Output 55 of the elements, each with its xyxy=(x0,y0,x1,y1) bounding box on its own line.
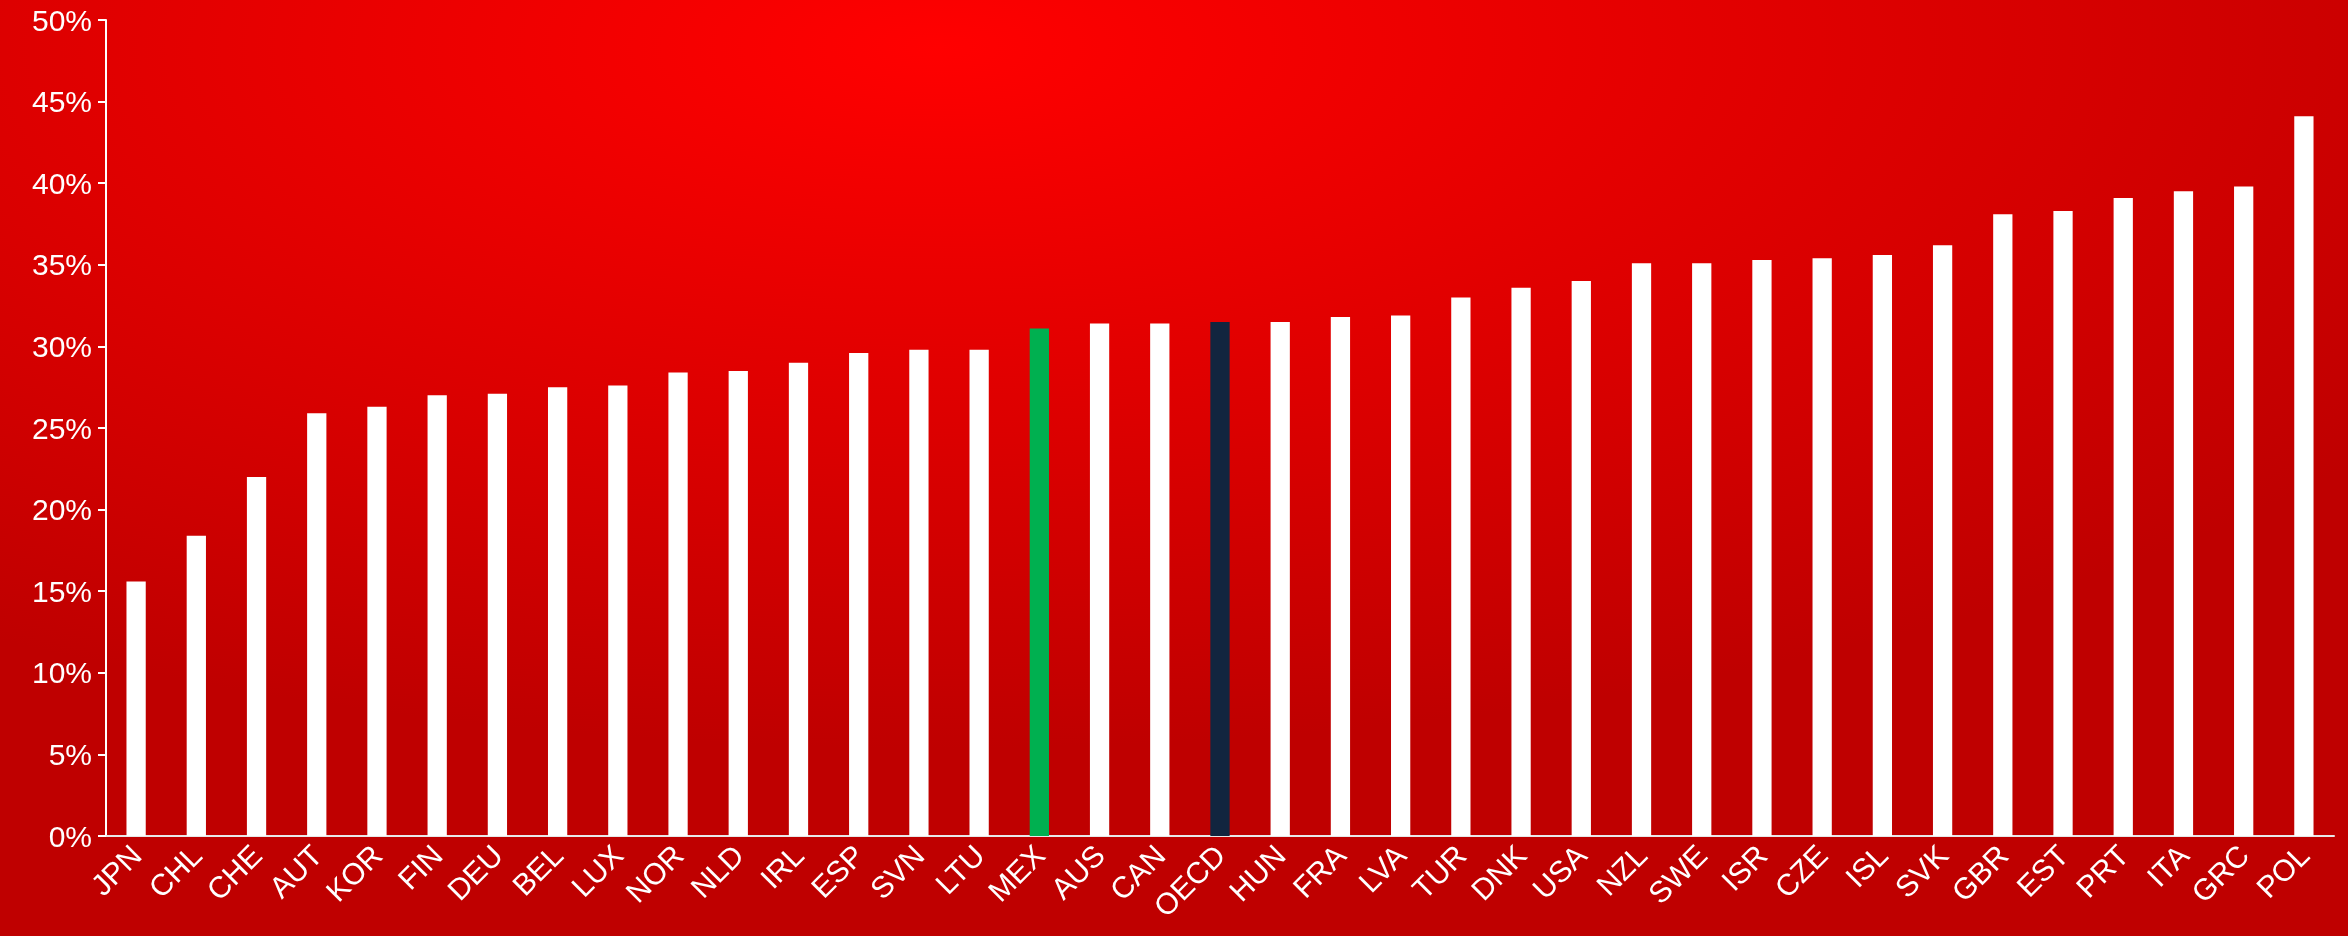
bar xyxy=(2173,191,2194,836)
bar xyxy=(126,581,146,836)
bar xyxy=(969,349,989,836)
y-tick-label: 45% xyxy=(31,85,92,119)
bar xyxy=(307,413,327,836)
bar xyxy=(1330,317,1351,836)
bar xyxy=(1812,258,1832,836)
bar xyxy=(1270,321,1290,836)
x-tick-label: BEL xyxy=(505,838,570,902)
x-tick-label: ISL xyxy=(1838,838,1895,894)
bar xyxy=(1571,281,1591,836)
y-tick-label: 35% xyxy=(31,248,92,282)
bar xyxy=(1932,245,1953,836)
bar xyxy=(1511,287,1531,836)
y-tick-label: 15% xyxy=(31,574,92,608)
bar xyxy=(246,476,267,836)
x-tick-label: NLD xyxy=(684,838,750,905)
bar xyxy=(1993,214,2013,836)
x-tick-label: IRL xyxy=(753,838,811,895)
bar xyxy=(367,406,387,836)
y-tick-label: 50% xyxy=(31,3,92,37)
x-tick-label: FRA xyxy=(1286,838,1353,905)
bar xyxy=(1210,321,1230,836)
y-tick-label: 40% xyxy=(31,166,92,200)
bar xyxy=(1752,259,1772,836)
bar xyxy=(668,372,688,836)
y-tick-label: 25% xyxy=(31,411,92,445)
y-tick-label: 20% xyxy=(31,493,92,527)
bar xyxy=(1692,263,1712,836)
bar xyxy=(1872,255,1893,836)
bar xyxy=(487,393,508,836)
x-tick-label: POL xyxy=(2249,838,2316,905)
bar xyxy=(547,387,568,836)
bar xyxy=(1391,315,1411,836)
bar xyxy=(2234,186,2254,836)
bar xyxy=(728,370,748,836)
y-tick-label: 0% xyxy=(48,819,92,853)
bar xyxy=(2294,116,2314,836)
bar xyxy=(1451,297,1471,836)
y-tick-label: 5% xyxy=(48,737,92,771)
bar xyxy=(427,395,447,836)
bar xyxy=(909,349,929,836)
bar xyxy=(608,385,628,836)
bar xyxy=(1029,328,1049,836)
bar xyxy=(2053,210,2073,836)
x-tick-label: CHL xyxy=(142,838,208,905)
bar xyxy=(186,535,206,836)
y-tick-label: 30% xyxy=(31,329,92,363)
bar xyxy=(1150,323,1170,836)
bar xyxy=(1631,263,1652,836)
y-tick-label: 10% xyxy=(31,656,92,690)
bar xyxy=(849,352,869,836)
bar xyxy=(2113,197,2133,836)
bar xyxy=(788,362,809,836)
bar xyxy=(1089,323,1110,836)
